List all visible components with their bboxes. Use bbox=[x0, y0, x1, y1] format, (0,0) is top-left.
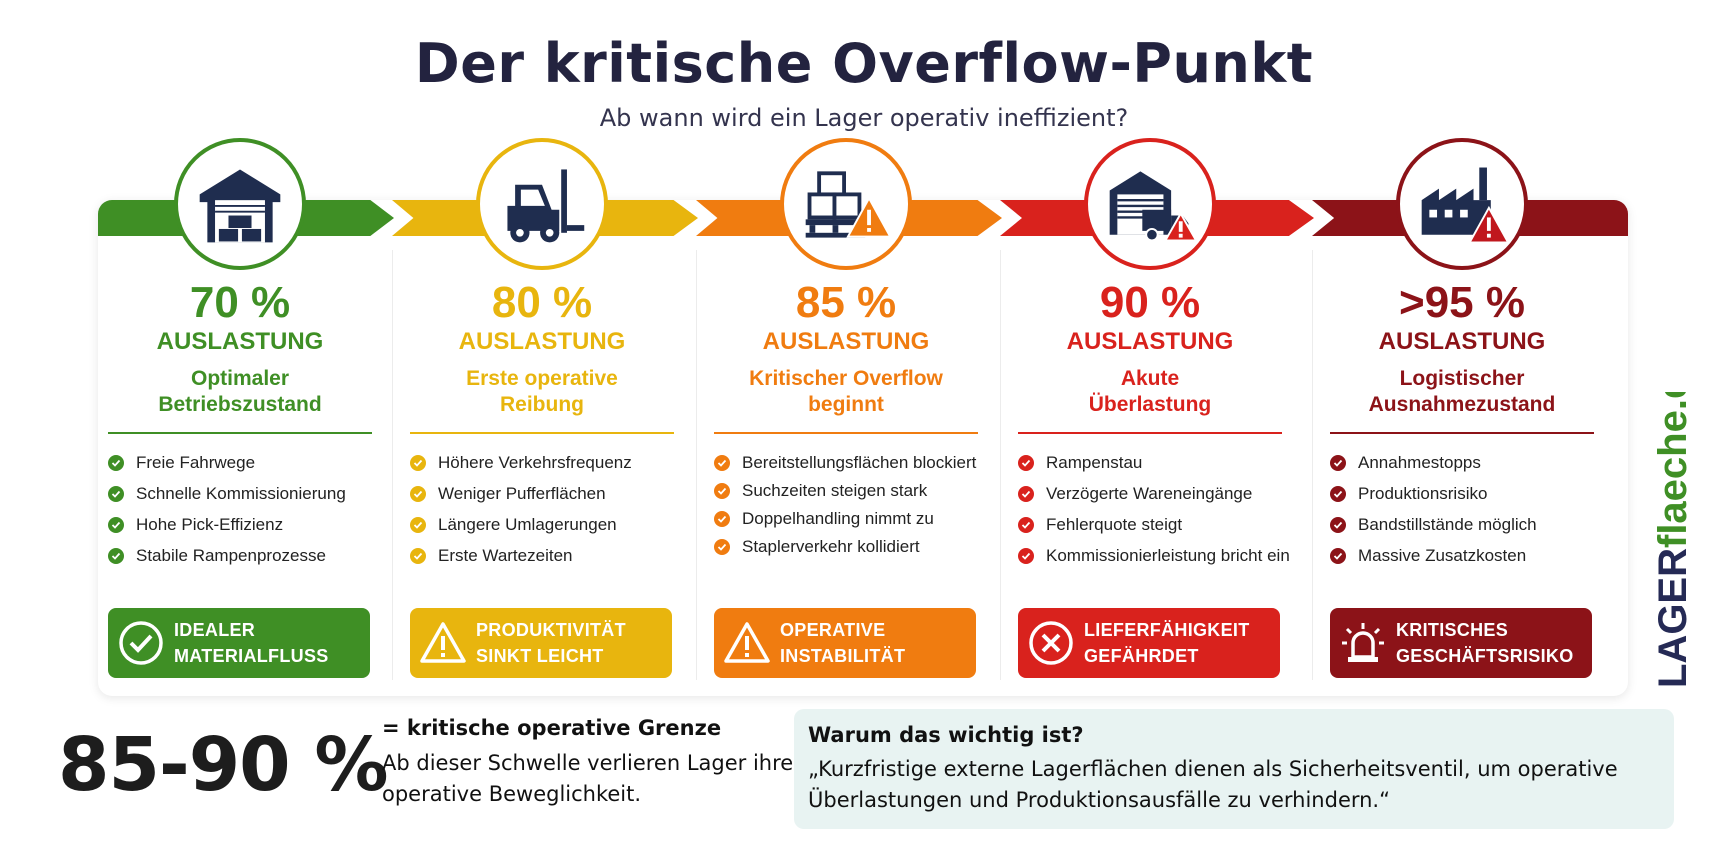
list-item: Rampenstau bbox=[1018, 452, 1298, 474]
page-title: Der kritische Overflow-Punkt bbox=[414, 32, 1314, 95]
check-bullet-icon bbox=[1018, 486, 1034, 502]
stage-rule bbox=[108, 432, 372, 434]
why-important-heading: Warum das wichtig ist? bbox=[808, 723, 1084, 747]
warning-triangle-icon bbox=[714, 608, 780, 678]
list-item: Produktionsrisiko bbox=[1330, 483, 1610, 505]
critical-threshold-value: 85-90 % bbox=[58, 722, 389, 808]
column-divider bbox=[696, 250, 697, 680]
check-bullet-icon bbox=[714, 539, 730, 555]
utilization-label: AUSLASTUNG bbox=[1066, 328, 1234, 355]
brand-logo: LAGERflaeche.de bbox=[1646, 352, 1702, 692]
warehouse-icon bbox=[174, 138, 306, 270]
check-bullet-icon bbox=[714, 511, 730, 527]
check-bullet-icon bbox=[1330, 517, 1346, 533]
column-divider bbox=[1000, 250, 1001, 680]
list-item: Massive Zusatzkosten bbox=[1330, 545, 1610, 567]
check-bullet-icon bbox=[108, 548, 124, 564]
check-bullet-icon bbox=[714, 455, 730, 471]
utilization-label: AUSLASTUNG bbox=[762, 328, 930, 355]
alarm-siren-icon bbox=[1330, 608, 1396, 678]
stage-state: Optimaler Betriebszustand bbox=[158, 367, 322, 416]
list-item: Bereitstellungsflächen blockiert bbox=[714, 452, 994, 474]
check-bullet-icon bbox=[410, 517, 426, 533]
check-bullet-icon bbox=[1330, 455, 1346, 471]
why-important-box: Warum das wichtig ist? „Kurzfristige ext… bbox=[794, 709, 1674, 829]
why-important-text: „Kurzfristige externe Lagerflächen diene… bbox=[808, 757, 1618, 812]
stage-rule bbox=[1018, 432, 1282, 434]
stage-state: Akute Überlastung bbox=[1088, 367, 1212, 416]
list-item: Schnelle Kommissionierung bbox=[108, 483, 388, 505]
stage-state: Logistischer Ausnahmezustand bbox=[1368, 367, 1556, 416]
list-item: Verzögerte Wareneingänge bbox=[1018, 483, 1298, 505]
utilization-percent: 80 % bbox=[491, 278, 593, 327]
list-item: Suchzeiten steigen stark bbox=[714, 480, 994, 502]
stage-item-list: Höhere Verkehrsfrequenz Weniger Pufferfl… bbox=[410, 452, 690, 576]
utilization-percent: 90 % bbox=[1099, 278, 1201, 327]
stage-item-list: Annahmestopps Produktionsrisiko Bandstil… bbox=[1330, 452, 1610, 576]
list-item: Erste Wartezeiten bbox=[410, 545, 690, 567]
check-bullet-icon bbox=[108, 517, 124, 533]
status-badge: OPERATIVE INSTABILITÄT bbox=[714, 608, 976, 678]
check-bullet-icon bbox=[410, 486, 426, 502]
status-badge: PRODUKTIVITÄT SINKT LEICHT bbox=[410, 608, 672, 678]
check-bullet-icon bbox=[1330, 548, 1346, 564]
stage-rule bbox=[410, 432, 674, 434]
stage-column-85: 85 % AUSLASTUNG Kritischer Overflow begi… bbox=[696, 138, 996, 688]
critical-threshold-text: Ab dieser Schwelle verlieren Lager ihre … bbox=[382, 751, 794, 806]
stage-item-list: Bereitstellungsflächen blockiert Suchzei… bbox=[714, 452, 994, 564]
loading-dock-truck-icon bbox=[1084, 138, 1216, 270]
list-item: Weniger Pufferflächen bbox=[410, 483, 690, 505]
column-divider bbox=[1312, 250, 1313, 680]
check-bullet-icon bbox=[1018, 548, 1034, 564]
check-bullet-icon bbox=[1018, 517, 1034, 533]
list-item: Fehlerquote steigt bbox=[1018, 514, 1298, 536]
warning-triangle-icon bbox=[410, 608, 476, 678]
check-bullet-icon bbox=[1330, 486, 1346, 502]
stage-item-list: Rampenstau Verzögerte Wareneingänge Fehl… bbox=[1018, 452, 1298, 576]
list-item: Höhere Verkehrsfrequenz bbox=[410, 452, 690, 474]
check-bullet-icon bbox=[410, 548, 426, 564]
list-item: Annahmestopps bbox=[1330, 452, 1610, 474]
svg-text:LAGERflaeche.de: LAGERflaeche.de bbox=[1651, 392, 1695, 688]
stage-state: Kritischer Overflow beginnt bbox=[749, 367, 943, 416]
utilization-label: AUSLASTUNG bbox=[156, 328, 324, 355]
stage-column-80: 80 % AUSLASTUNG Erste operative Reibung … bbox=[392, 138, 692, 688]
column-divider bbox=[392, 250, 393, 680]
check-circle-icon bbox=[108, 608, 174, 678]
check-bullet-icon bbox=[410, 455, 426, 471]
utilization-label: AUSLASTUNG bbox=[1378, 328, 1546, 355]
check-bullet-icon bbox=[1018, 455, 1034, 471]
stage-column-70: 70 % AUSLASTUNG Optimaler Betriebszustan… bbox=[90, 138, 390, 688]
check-bullet-icon bbox=[108, 455, 124, 471]
list-item: Kommissionierleistung bricht ein bbox=[1018, 545, 1298, 567]
pallet-boxes-warning-icon bbox=[780, 138, 912, 270]
list-item: Hohe Pick-Effizienz bbox=[108, 514, 388, 536]
list-item: Stabile Rampenprozesse bbox=[108, 545, 388, 567]
stage-column-90: 90 % AUSLASTUNG Akute Überlastung Rampen… bbox=[1000, 138, 1300, 688]
check-bullet-icon bbox=[714, 483, 730, 499]
list-item: Längere Umlagerungen bbox=[410, 514, 690, 536]
x-circle-icon bbox=[1018, 608, 1084, 678]
status-badge: KRITISCHES GESCHÄFTSRISIKO bbox=[1330, 608, 1592, 678]
stage-state: Erste operative Reibung bbox=[466, 367, 618, 416]
check-bullet-icon bbox=[108, 486, 124, 502]
factory-warning-icon bbox=[1396, 138, 1528, 270]
status-badge: IDEALER MATERIALFLUSS bbox=[108, 608, 370, 678]
list-item: Freie Fahrwege bbox=[108, 452, 388, 474]
page-subtitle: Ab wann wird ein Lager operativ ineffizi… bbox=[599, 104, 1129, 132]
stage-rule bbox=[1330, 432, 1594, 434]
stage-column-95: >95 % AUSLASTUNG Logistischer Ausnahmezu… bbox=[1312, 138, 1612, 688]
forklift-icon bbox=[476, 138, 608, 270]
list-item: Staplerverkehr kollidiert bbox=[714, 536, 994, 558]
stage-item-list: Freie Fahrwege Schnelle Kommissionierung… bbox=[108, 452, 388, 576]
list-item: Bandstillstände möglich bbox=[1330, 514, 1610, 536]
utilization-percent: >95 % bbox=[1399, 278, 1525, 327]
critical-threshold-heading: = kritische operative Grenze bbox=[382, 716, 722, 740]
stage-rule bbox=[714, 432, 978, 434]
utilization-label: AUSLASTUNG bbox=[458, 328, 626, 355]
list-item: Doppelhandling nimmt zu bbox=[714, 508, 994, 530]
utilization-percent: 85 % bbox=[795, 278, 897, 327]
utilization-percent: 70 % bbox=[189, 278, 291, 327]
status-badge: LIEFERFÄHIGKEIT GEFÄHRDET bbox=[1018, 608, 1280, 678]
